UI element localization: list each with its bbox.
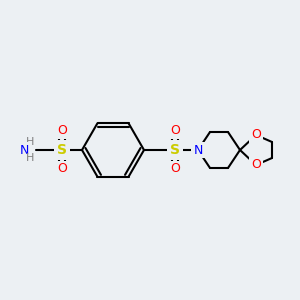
Text: O: O [251,128,261,142]
Text: H: H [26,137,34,147]
Text: H: H [26,153,34,163]
Text: O: O [57,163,67,176]
Text: O: O [170,163,180,176]
Text: O: O [57,124,67,137]
Text: O: O [251,158,261,172]
Text: N: N [193,143,203,157]
Text: N: N [19,143,29,157]
Text: S: S [170,143,180,157]
Text: S: S [57,143,67,157]
Text: O: O [170,124,180,137]
